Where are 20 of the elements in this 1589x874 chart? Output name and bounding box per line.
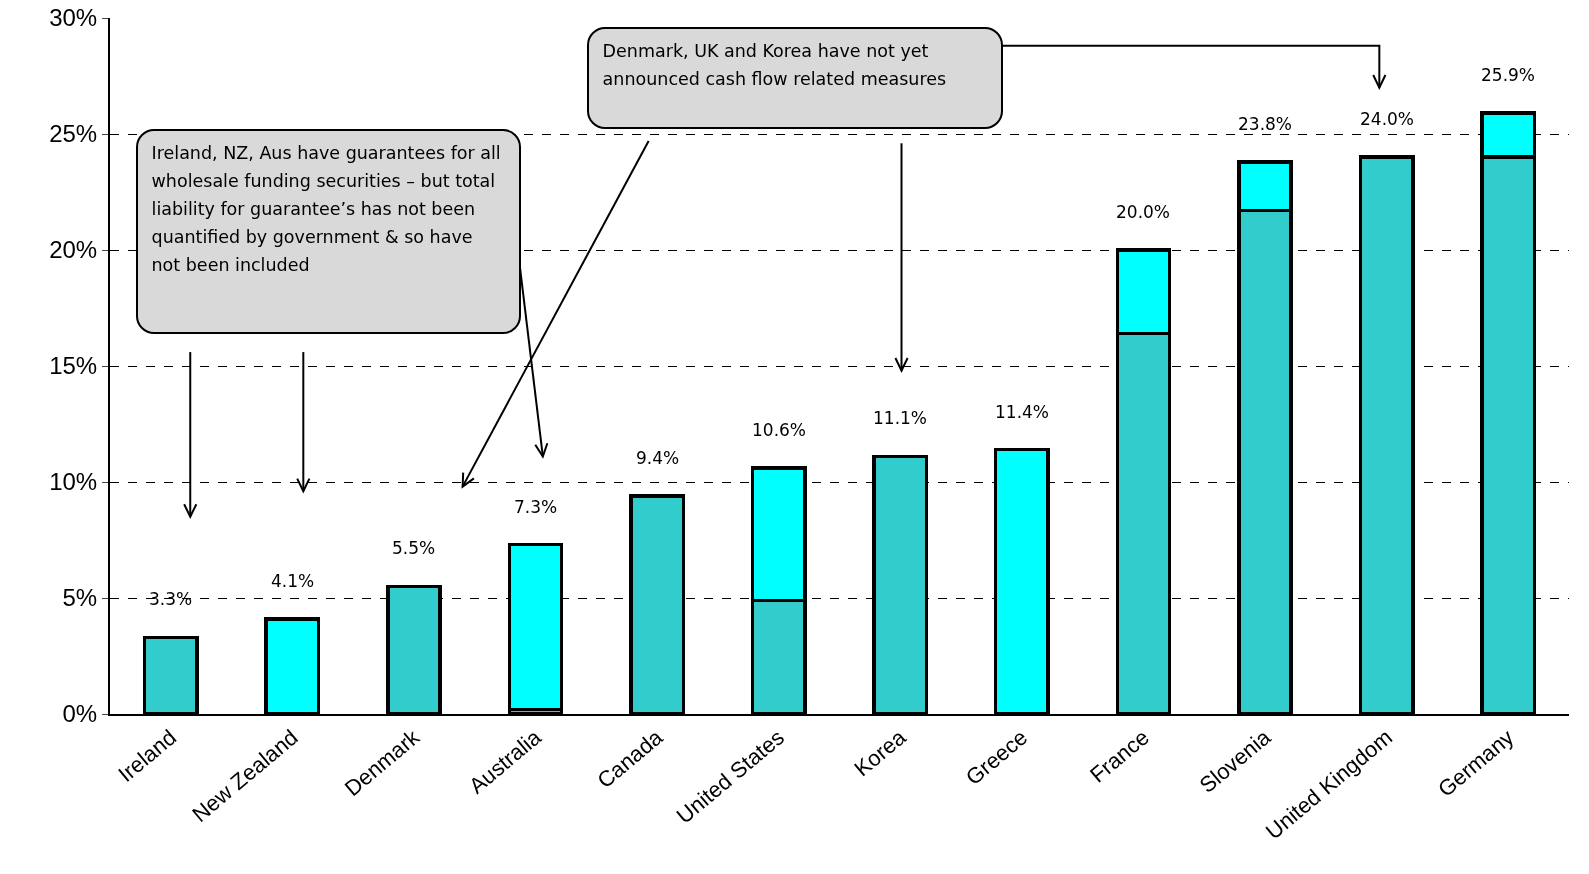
total-label: 10.6% — [752, 420, 807, 440]
total-label: 11.1% — [873, 408, 928, 428]
y-tick-label: 5% — [62, 584, 98, 612]
callout-box: Denmark, UK and Korea have not yet announced cash flow related measures — [586, 27, 1003, 130]
callout-box: Ireland, NZ, Aus have guarantees for all wholesale funding securities – but total liability for guarantee’s has not been quantified by government & so have not been included — [135, 129, 521, 335]
total-label: 7.3% — [514, 497, 558, 517]
total-label: 25.9% — [1481, 65, 1536, 85]
total-label: 24.0% — [1360, 109, 1415, 129]
y-tick-label: 10% — [49, 468, 98, 496]
total-label: 11.4% — [995, 402, 1050, 422]
total-label: 5.5% — [392, 538, 436, 558]
total-label: 20.0% — [1116, 202, 1171, 222]
y-tick-label: 15% — [49, 352, 98, 380]
y-tick-label: 25% — [49, 120, 98, 148]
total-label: 4.1% — [271, 571, 315, 591]
y-tick-label: 30% — [49, 4, 98, 32]
y-tick-label: 20% — [49, 236, 98, 264]
total-label: 23.8% — [1238, 114, 1293, 134]
total-label: 9.4% — [636, 448, 680, 468]
y-tick-label: 0% — [62, 700, 98, 728]
